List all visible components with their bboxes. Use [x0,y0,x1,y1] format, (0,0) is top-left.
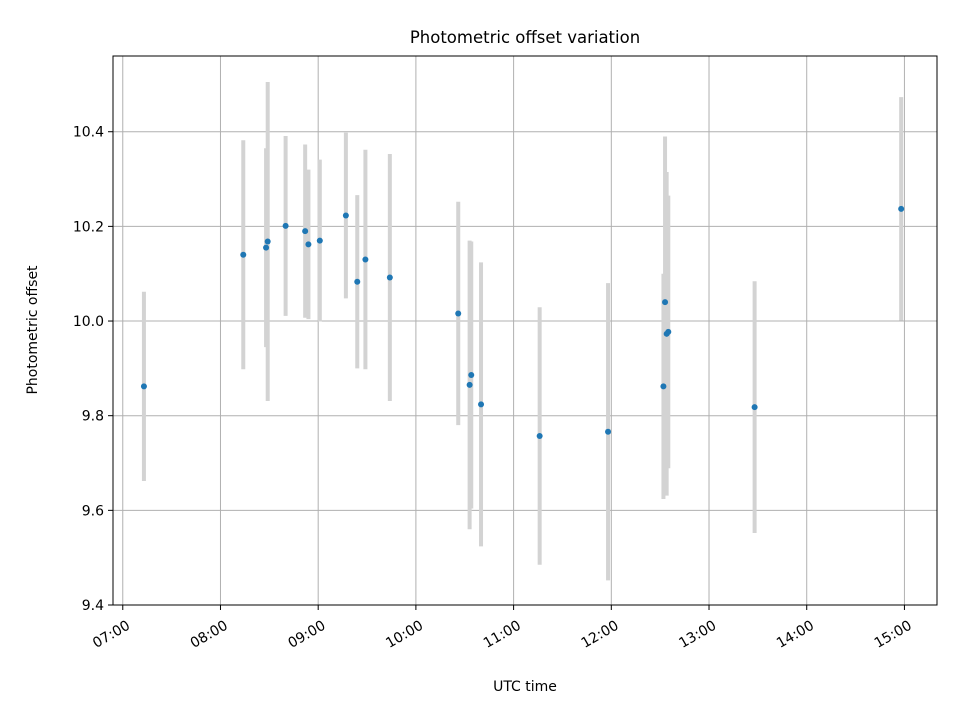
plot-frame [112,55,938,606]
data-point [898,205,905,212]
y-tick-label: 10.0 [73,314,104,330]
data-point [140,383,147,390]
y-axis-ticks: 9.4 9.6 9.8 10.0 10.2 10.4 [73,125,113,614]
data-point [536,433,543,440]
data-point [665,328,672,335]
data-point [305,241,312,248]
data-point [751,404,758,411]
y-tick-label: 9.4 [82,598,104,614]
y-tick-label: 9.6 [82,503,104,519]
data-point [362,256,369,263]
y-tick-label: 10.2 [73,219,104,235]
data-point [455,310,462,317]
data-point [240,251,247,258]
data-point [466,381,473,388]
data-point [662,299,669,306]
data-point [478,401,485,408]
data-point [605,428,612,435]
data-point [354,278,361,285]
data-point [386,274,393,281]
data-point [660,383,667,390]
chart-title: Photometric offset variation [410,28,640,47]
data-point [342,212,349,219]
y-tick-label: 10.4 [73,125,104,141]
data-point [302,228,309,235]
data-point [468,371,475,378]
data-point [263,244,270,251]
data-point [264,238,271,245]
data-point [282,222,289,229]
y-axis-label: Photometric offset [25,265,41,395]
x-axis-label: UTC time [493,679,557,695]
y-tick-label: 9.8 [82,409,104,425]
data-points [140,205,905,440]
data-point [316,237,323,244]
